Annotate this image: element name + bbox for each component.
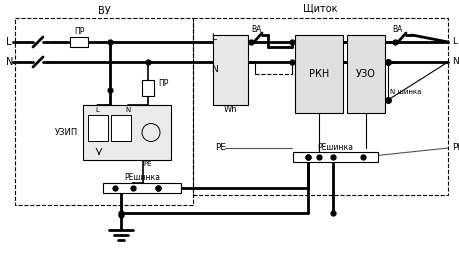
Text: N: N bbox=[211, 65, 217, 73]
Bar bbox=[346, 35, 384, 113]
Text: РЕшинка: РЕшинка bbox=[317, 143, 353, 152]
Text: УЗИП: УЗИП bbox=[55, 128, 78, 137]
Text: L: L bbox=[211, 33, 216, 41]
Bar bbox=[292, 152, 377, 162]
Bar bbox=[111, 115, 131, 141]
Text: Щиток: Щиток bbox=[302, 3, 336, 13]
Text: PE: PE bbox=[143, 161, 151, 167]
Bar bbox=[70, 37, 88, 47]
Text: L: L bbox=[451, 37, 456, 47]
Text: ПР: ПР bbox=[157, 80, 168, 89]
Text: N шинка: N шинка bbox=[389, 89, 420, 95]
Text: N: N bbox=[125, 107, 130, 113]
Bar bbox=[142, 80, 154, 96]
Text: ВА: ВА bbox=[391, 26, 401, 35]
Text: ВА: ВА bbox=[250, 26, 261, 35]
Bar bbox=[213, 35, 247, 105]
Bar bbox=[88, 115, 108, 141]
Text: PE: PE bbox=[451, 144, 459, 153]
Text: N: N bbox=[451, 58, 458, 67]
Text: L: L bbox=[95, 107, 99, 113]
Text: PE: PE bbox=[214, 144, 225, 153]
Bar bbox=[294, 35, 342, 113]
Text: N: N bbox=[6, 57, 13, 67]
Text: РКН: РКН bbox=[308, 69, 328, 79]
Bar bbox=[103, 183, 180, 193]
Bar bbox=[15, 18, 193, 205]
Bar bbox=[193, 18, 447, 195]
Text: L: L bbox=[6, 37, 11, 47]
Text: Wh: Wh bbox=[223, 105, 237, 114]
Text: ПР: ПР bbox=[73, 27, 84, 37]
Bar bbox=[83, 105, 171, 160]
Text: УЗО: УЗО bbox=[355, 69, 375, 79]
Text: ВУ: ВУ bbox=[97, 6, 110, 16]
Text: РЕшинка: РЕшинка bbox=[124, 174, 160, 183]
